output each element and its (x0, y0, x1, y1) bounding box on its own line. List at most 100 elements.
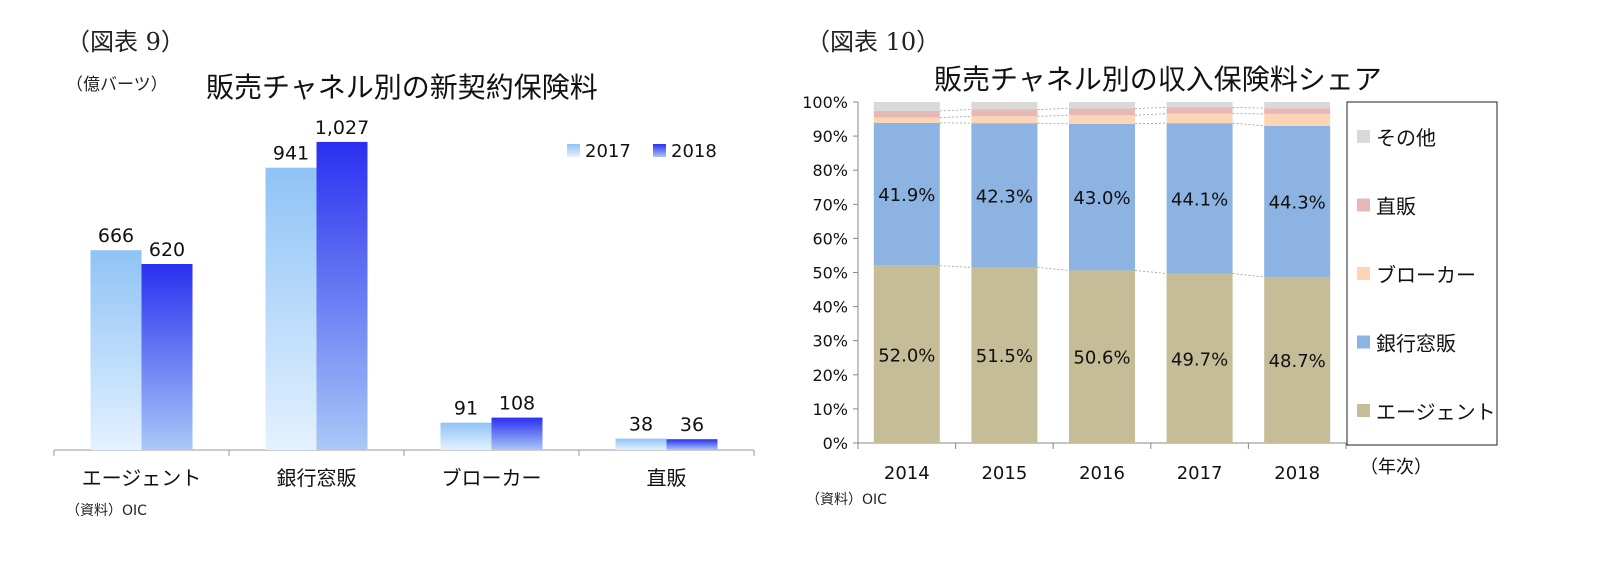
figure-9-label: （図表 9） (66, 28, 185, 56)
segment-2-2014 (873, 122, 940, 266)
bar-value-label: 941 (273, 143, 309, 165)
right-category-label: 2015 (981, 463, 1027, 484)
segment-value-label: 50.6% (1073, 348, 1130, 369)
series-connector (1134, 270, 1167, 274)
bar-value-label: 38 (629, 414, 653, 436)
segment-4-2018 (1264, 108, 1331, 114)
bar-2017-1 (90, 250, 142, 450)
right-category-label: 2017 (1177, 463, 1223, 484)
segment-value-label: 48.7% (1269, 351, 1326, 372)
segment-value-label: 44.1% (1171, 189, 1228, 210)
segment-5-2018 (1264, 102, 1331, 109)
segment-3-2017 (1166, 113, 1233, 124)
series-connector (939, 265, 972, 268)
segment-value-label: 51.5% (976, 346, 1033, 367)
bar-2018-2 (316, 141, 368, 450)
bar-2017-2 (265, 167, 317, 450)
right-y-tick-label: 60% (812, 229, 848, 248)
right-y-tick-label: 50% (812, 264, 848, 283)
segment-4-2014 (873, 110, 940, 118)
series-connector (1037, 266, 1070, 271)
segment-value-label: 52.0% (878, 345, 935, 366)
bar-2018-3 (491, 417, 543, 450)
legend-swatch-3 (1357, 267, 1370, 280)
right-chart-title: 販売チャネル別の収入保険料シェア (934, 63, 1382, 96)
segment-1-2018 (1264, 276, 1331, 443)
legend-label: 直販 (1376, 195, 1416, 219)
segment-5-2014 (873, 102, 940, 111)
segment-1-2015 (971, 267, 1038, 443)
segment-value-label: 42.3% (976, 186, 1033, 207)
series-connector (1037, 114, 1070, 117)
legend-label-2017: 2017 (585, 141, 631, 162)
series-connector (1134, 107, 1167, 109)
right-y-tick-label: 0% (823, 434, 848, 453)
right-y-tick-label: 20% (812, 366, 848, 385)
legend-label: 銀行窓販 (1376, 332, 1456, 356)
left-category-label: エージェント (82, 466, 202, 490)
right-y-tick-label: 90% (812, 127, 848, 146)
bar-2018-1 (141, 264, 193, 450)
segment-1-2016 (1069, 270, 1135, 443)
right-y-tick-label: 80% (812, 161, 848, 180)
right-x-unit-label: （年次） (1360, 457, 1432, 478)
segment-2-2016 (1069, 123, 1135, 271)
right-source-note: （資料）OIC (806, 492, 887, 508)
legend-swatch-2 (1357, 335, 1370, 349)
figure-10-label: （図表 10） (806, 28, 941, 56)
right-y-tick-label: 70% (812, 195, 848, 214)
series-connector (1134, 122, 1167, 125)
bar-value-label: 1,027 (315, 117, 369, 139)
segment-1-2017 (1166, 273, 1233, 443)
legend-swatch-4 (1357, 198, 1370, 212)
right-category-label: 2016 (1079, 463, 1125, 484)
segment-3-2015 (971, 116, 1038, 124)
segment-2-2015 (971, 123, 1038, 268)
right-y-tick-label: 30% (812, 332, 848, 351)
segment-2-2017 (1166, 123, 1233, 274)
bar-2017-4 (615, 438, 667, 450)
series-connector (1037, 122, 1070, 125)
segment-value-label: 43.0% (1073, 188, 1130, 209)
segment-3-2014 (873, 117, 940, 123)
segment-value-label: 49.7% (1171, 349, 1228, 370)
legend-swatch-5 (1357, 130, 1370, 143)
left-category-label: 直販 (647, 466, 687, 490)
left-chart-title: 販売チャネル別の新契約保険料 (206, 71, 598, 104)
bar-2017-3 (440, 422, 492, 450)
right-category-label: 2018 (1274, 463, 1320, 484)
bar-2018-4 (666, 439, 718, 450)
segment-3-2016 (1069, 115, 1135, 124)
legend-swatch-2017 (567, 144, 580, 157)
bar-value-label: 91 (454, 398, 478, 420)
segment-1-2014 (873, 265, 940, 443)
left-source-note: （資料）OIC (66, 503, 147, 519)
segment-5-2017 (1166, 102, 1233, 108)
segment-3-2018 (1264, 113, 1331, 126)
series-connector (1134, 113, 1167, 116)
left-category-label: ブローカー (442, 466, 542, 490)
segment-4-2017 (1166, 107, 1233, 114)
segment-2-2018 (1264, 125, 1331, 277)
segment-5-2015 (971, 102, 1038, 110)
right-y-tick-label: 40% (812, 298, 848, 317)
series-connector (1232, 273, 1265, 278)
series-connector (939, 115, 972, 119)
legend-label: その他 (1376, 126, 1436, 150)
segment-5-2016 (1069, 102, 1135, 109)
right-y-tick-label: 100% (802, 93, 848, 112)
left-category-label: 銀行窓販 (277, 466, 357, 490)
legend-label: エージェント (1376, 400, 1496, 424)
series-connector (1232, 122, 1265, 127)
segment-4-2016 (1069, 108, 1135, 116)
left-unit-label: （億バーツ） (66, 75, 168, 95)
legend-swatch-1 (1357, 404, 1370, 417)
bar-value-label: 620 (149, 239, 185, 261)
series-connector (939, 109, 972, 112)
series-connector (1037, 108, 1070, 110)
legend-label-2018: 2018 (671, 141, 717, 162)
legend-swatch-2018 (653, 144, 666, 157)
legend-label: ブローカー (1376, 263, 1476, 287)
segment-4-2015 (971, 109, 1038, 117)
